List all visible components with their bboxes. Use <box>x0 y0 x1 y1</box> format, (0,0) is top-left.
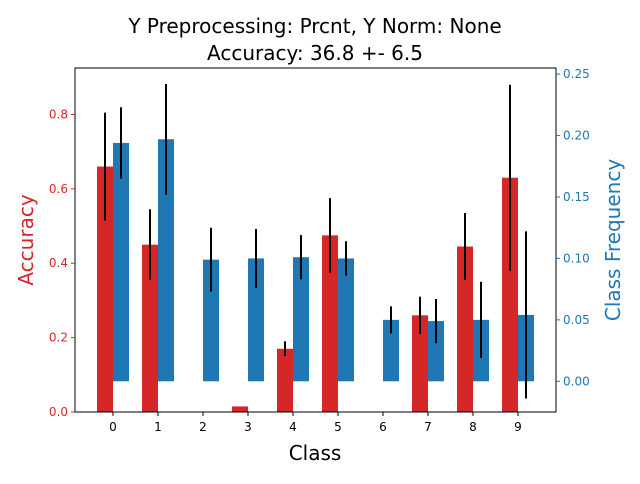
x-tick-label-9: 9 <box>514 420 522 434</box>
chart-title-line2: Accuracy: 36.8 +- 6.5 <box>207 41 423 65</box>
right-tick-label-3: 0.15 <box>563 190 590 204</box>
plot-frame <box>74 67 557 413</box>
accuracy-bar-1 <box>142 244 158 412</box>
accuracy-bar-3 <box>232 406 248 412</box>
x-tick-label-0: 0 <box>109 420 117 434</box>
x-tick-label-2: 2 <box>199 420 207 434</box>
x-tick-label-8: 8 <box>469 420 477 434</box>
x-tick-label-5: 5 <box>334 420 342 434</box>
accuracy-bar-5 <box>322 235 338 412</box>
x-tick-label-3: 3 <box>244 420 252 434</box>
axes-layer: 0 1 2 3 4 5 6 7 8 9 0.0 0.2 0.4 0.6 0.8 0.00 0.05 0.10 0.1… <box>49 67 590 434</box>
accuracy-bar-9 <box>502 177 518 412</box>
frequency-bar-0 <box>113 142 129 382</box>
x-axis-label: Class <box>289 441 342 465</box>
frequency-bar-7 <box>428 321 444 382</box>
right-tick-label-5: 0.25 <box>563 67 590 81</box>
left-tick-label-1: 0.2 <box>49 331 68 345</box>
right-tick-label-2: 0.10 <box>563 251 590 265</box>
left-y-axis-label: Accuracy <box>14 194 38 285</box>
x-tick-label-4: 4 <box>289 420 297 434</box>
right-tick-label-1: 0.05 <box>563 313 590 327</box>
frequency-bar-2 <box>203 259 219 382</box>
chart-title-line1: Y Preprocessing: Prcnt, Y Norm: None <box>127 14 501 38</box>
errorbars-layer <box>104 83 527 399</box>
frequency-bar-6 <box>383 319 399 382</box>
frequency-bar-4 <box>293 257 309 382</box>
left-tick-label-2: 0.4 <box>49 256 68 270</box>
right-y-axis-label: Class Frequency <box>601 159 625 321</box>
left-tick-label-0: 0.0 <box>49 405 68 419</box>
frequency-bar-3 <box>248 258 264 382</box>
x-tick-label-7: 7 <box>424 420 432 434</box>
left-tick-label-4: 0.8 <box>49 107 68 121</box>
right-tick-label-4: 0.20 <box>563 129 590 143</box>
left-tick-label-3: 0.6 <box>49 182 68 196</box>
right-tick-label-0: 0.00 <box>563 374 590 388</box>
frequency-bar-5 <box>338 258 354 382</box>
x-tick-label-1: 1 <box>154 420 162 434</box>
accuracy-bar-8 <box>457 246 473 412</box>
accuracy-bar-0 <box>97 166 113 412</box>
x-tick-label-6: 6 <box>379 420 387 434</box>
frequency-bar-1 <box>158 139 174 382</box>
accuracy-bar-7 <box>412 315 428 412</box>
bars-layer <box>97 139 534 412</box>
accuracy-bar-4 <box>277 348 293 412</box>
